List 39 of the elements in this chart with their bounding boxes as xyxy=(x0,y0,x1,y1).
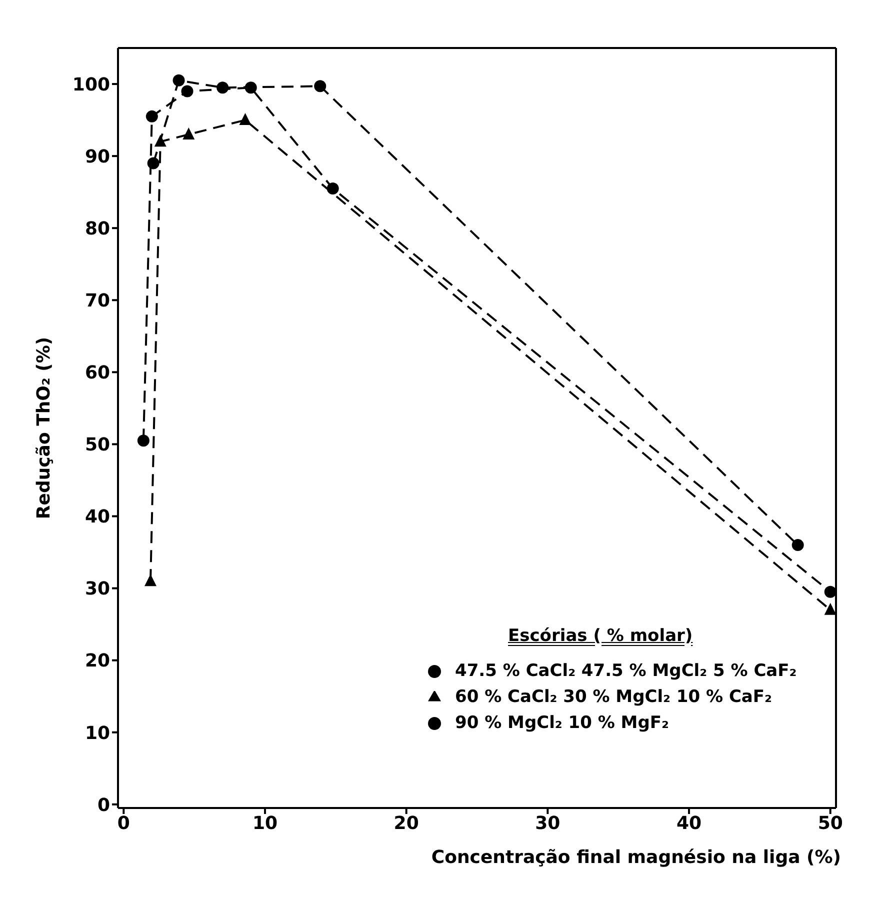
y-tick-label: 0 xyxy=(97,794,110,816)
point xyxy=(792,539,804,552)
point xyxy=(154,134,166,147)
y-tick-label: 80 xyxy=(84,218,110,240)
y-tick-label: 20 xyxy=(84,650,110,672)
x-tick-label: 20 xyxy=(394,812,419,834)
y-tick-label: 70 xyxy=(84,290,110,312)
point xyxy=(147,157,160,170)
y-tick-label: 90 xyxy=(84,146,110,168)
legend-label: 47.5 % CaCl₂ 47.5 % MgCl₂ 5 % CaF₂ xyxy=(455,661,797,681)
y-tick-label: 60 xyxy=(84,362,110,384)
point xyxy=(216,82,229,94)
x-tick-label: 30 xyxy=(535,812,560,834)
point xyxy=(181,85,194,98)
point xyxy=(172,74,185,86)
point xyxy=(314,80,326,92)
x-tick-label: 10 xyxy=(252,812,278,834)
point xyxy=(326,182,339,194)
y-tick-label: 100 xyxy=(72,74,110,96)
legend-title: Escórias ( % molar) xyxy=(508,626,693,646)
point xyxy=(824,602,836,615)
y-tick-label: 50 xyxy=(84,434,110,456)
x-tick-label: 50 xyxy=(818,812,843,834)
point xyxy=(824,586,836,598)
y-tick-label: 40 xyxy=(84,506,110,528)
legend-label: 90 % MgCl₂ 10 % MgF₂ xyxy=(455,713,669,733)
point xyxy=(137,434,150,447)
point xyxy=(239,113,252,126)
point xyxy=(144,574,157,586)
y-tick-label: 10 xyxy=(84,722,110,744)
y-tick-label: 30 xyxy=(84,578,110,600)
point xyxy=(146,110,158,122)
x-tick-label: 0 xyxy=(117,812,130,834)
legend-label: 60 % CaCl₂ 30 % MgCl₂ 10 % CaF₂ xyxy=(455,687,772,707)
point xyxy=(182,127,195,140)
x-axis-title: Concentração final magnésio na liga (%) xyxy=(431,847,841,868)
x-tick-label: 40 xyxy=(676,812,702,834)
y-axis-title: Redução ThO₂ (%) xyxy=(33,336,54,520)
point xyxy=(244,82,257,94)
